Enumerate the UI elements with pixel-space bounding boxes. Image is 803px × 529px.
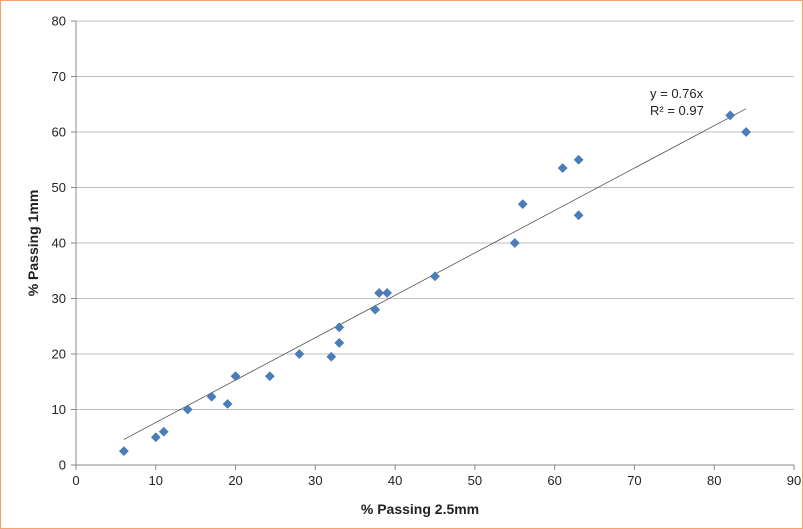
data-point-23	[741, 127, 752, 137]
data-point-4	[182, 404, 193, 415]
x-tick-label-50: 50	[468, 473, 482, 488]
y-tick-label-80: 80	[52, 14, 66, 29]
y-tick-label-10: 10	[52, 402, 66, 417]
data-point-14	[374, 287, 385, 298]
data-point-2	[150, 432, 161, 443]
x-tick-label-90: 90	[787, 473, 801, 488]
trendline-r-squared: R² = 0.97	[650, 103, 704, 118]
x-tick-label-60: 60	[547, 473, 561, 488]
y-tick-label-60: 60	[52, 125, 66, 140]
x-axis-title: % Passing 2.5mm	[361, 501, 479, 517]
x-tick-label-40: 40	[388, 473, 402, 488]
data-point-12	[334, 337, 345, 348]
data-point-20	[573, 154, 584, 165]
x-tick-label-70: 70	[627, 473, 641, 488]
y-tick-label-70: 70	[52, 69, 66, 84]
data-point-1	[118, 446, 129, 457]
data-point-19	[557, 163, 568, 174]
x-tick-label-30: 30	[308, 473, 322, 488]
data-point-3	[158, 426, 169, 437]
x-tick-label-80: 80	[707, 473, 721, 488]
y-tick-label-40: 40	[52, 236, 66, 251]
y-tick-label-50: 50	[52, 180, 66, 195]
data-point-21	[573, 210, 584, 221]
y-tick-label-20: 20	[52, 347, 66, 362]
data-points	[118, 110, 752, 457]
data-point-11	[334, 322, 345, 333]
data-point-6	[222, 398, 233, 409]
data-point-15	[382, 287, 393, 298]
y-tick-label-30: 30	[52, 291, 66, 306]
gridlines	[76, 20, 794, 410]
data-point-7	[230, 371, 241, 382]
y-axis-title: % Passing 1mm	[25, 190, 41, 297]
x-tick-label-10: 10	[149, 473, 163, 488]
x-tick-labels: 0 10 20 30 40 50 60 70 80 90	[72, 473, 801, 488]
y-tick-label-0: 0	[59, 458, 66, 473]
data-point-8	[264, 371, 275, 382]
data-point-16	[430, 271, 440, 282]
axes	[71, 20, 795, 470]
x-tick-label-20: 20	[228, 473, 242, 488]
data-point-5	[206, 391, 217, 402]
trendline-equation: y = 0.76x	[650, 86, 704, 101]
data-point-18	[517, 199, 528, 210]
data-point-22	[725, 110, 736, 121]
data-point-13	[370, 304, 381, 315]
x-tick-label-0: 0	[72, 473, 79, 488]
data-point-10	[326, 351, 337, 362]
y-tick-labels: 0 10 20 30 40 50 60 70 80	[52, 14, 66, 473]
data-point-17	[509, 238, 520, 248]
data-point-9	[294, 349, 305, 359]
